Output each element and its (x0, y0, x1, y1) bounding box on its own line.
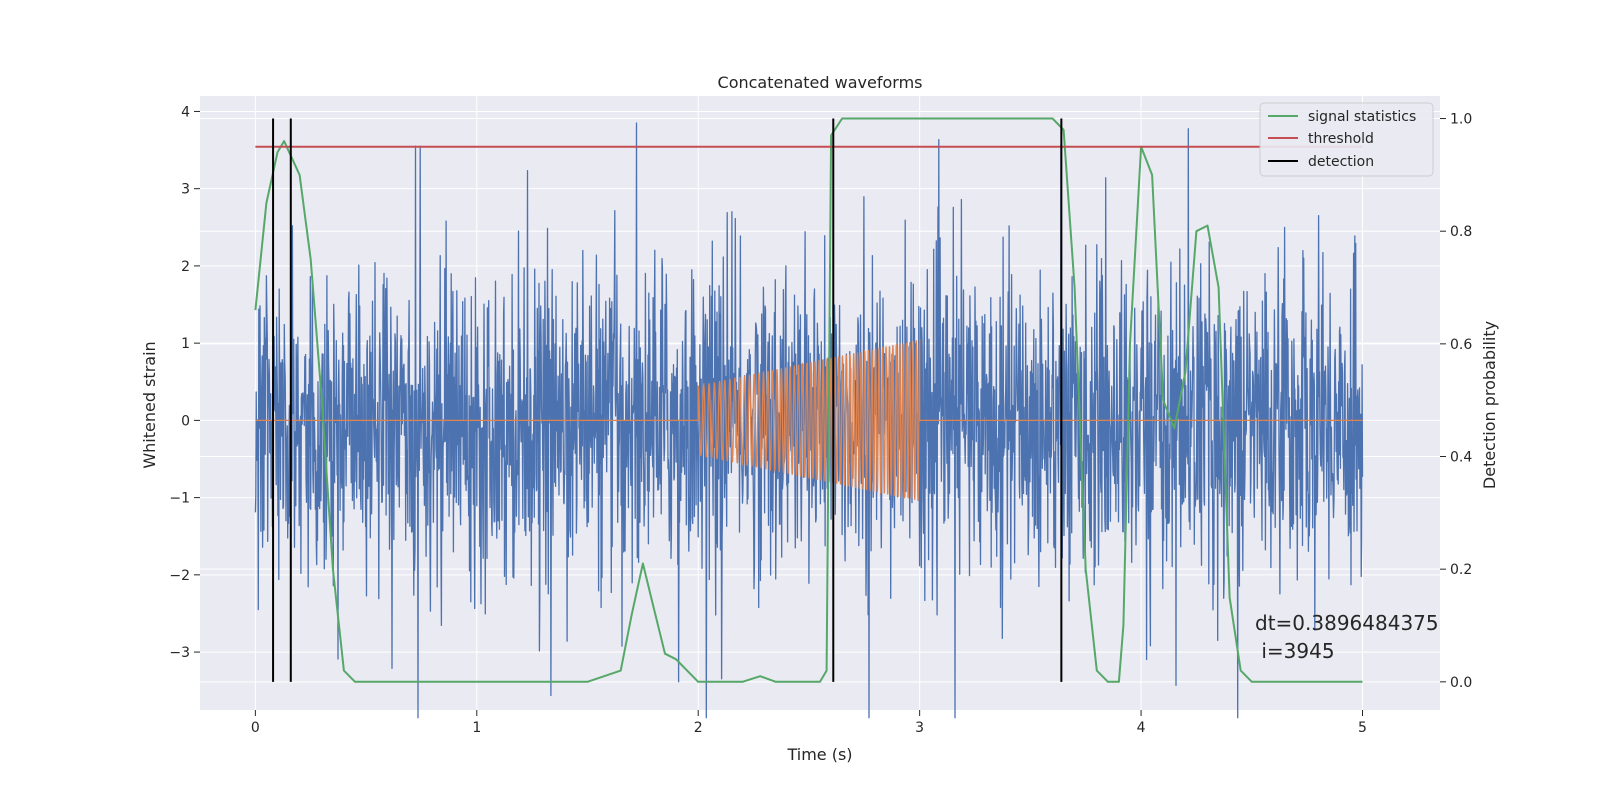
y2-tick-label: 0.8 (1450, 224, 1472, 240)
y-tick-label: 1 (181, 336, 190, 352)
x-tick-label: 4 (1137, 720, 1146, 736)
x-tick-label: 5 (1358, 720, 1367, 736)
chart-title: Concatenated waveforms (718, 73, 923, 92)
x-axis-label: Time (s) (786, 745, 852, 764)
y2-tick-label: 0.6 (1450, 337, 1472, 353)
x-tick-label: 1 (472, 720, 481, 736)
y2-tick-label: 0.2 (1450, 562, 1472, 578)
x-tick-label: 3 (915, 720, 924, 736)
legend-label-detection: detection (1308, 154, 1374, 170)
noise-series (254, 122, 1364, 719)
y-tick-label: 4 (181, 104, 190, 120)
y-tick-label: 2 (181, 259, 190, 275)
y-tick-label: −1 (169, 491, 190, 507)
annotation-index: i=3945 (1255, 639, 1335, 663)
y-axis-right: 0.0 0.2 0.4 0.6 0.8 1.0 (1440, 112, 1472, 691)
legend-label-signal-statistics: signal statistics (1308, 109, 1416, 125)
injection-line (255, 339, 1363, 502)
y-tick-label: 3 (181, 182, 190, 198)
signal-statistics-series (254, 117, 1363, 683)
y2-axis-label: Detection probability (1480, 321, 1499, 489)
detection-series (272, 118, 1063, 682)
x-tick-label: 0 (251, 720, 260, 736)
legend: signal statistics threshold detection (1259, 102, 1434, 177)
y2-tick-label: 0.4 (1450, 450, 1472, 466)
y-tick-label: −3 (169, 645, 190, 661)
x-tick-label: 2 (694, 720, 703, 736)
injection-series (255, 339, 1363, 502)
y2-tick-label: 1.0 (1450, 112, 1472, 128)
x-axis: 0 1 2 3 4 5 (251, 710, 1367, 736)
y-tick-label: 0 (181, 413, 190, 429)
noise-line (254, 122, 1364, 719)
y-tick-label: −2 (169, 568, 190, 584)
signal-statistics-line (254, 117, 1363, 683)
y-axis-left: −3 −2 −1 0 1 2 3 4 (169, 104, 200, 661)
legend-label-threshold: threshold (1308, 131, 1374, 147)
y2-tick-label: 0.0 (1450, 675, 1472, 691)
annotation-dt: dt=0.3896484375 (1255, 611, 1439, 635)
legend-box (1259, 102, 1434, 177)
y-axis-label: Whitened strain (140, 341, 159, 468)
